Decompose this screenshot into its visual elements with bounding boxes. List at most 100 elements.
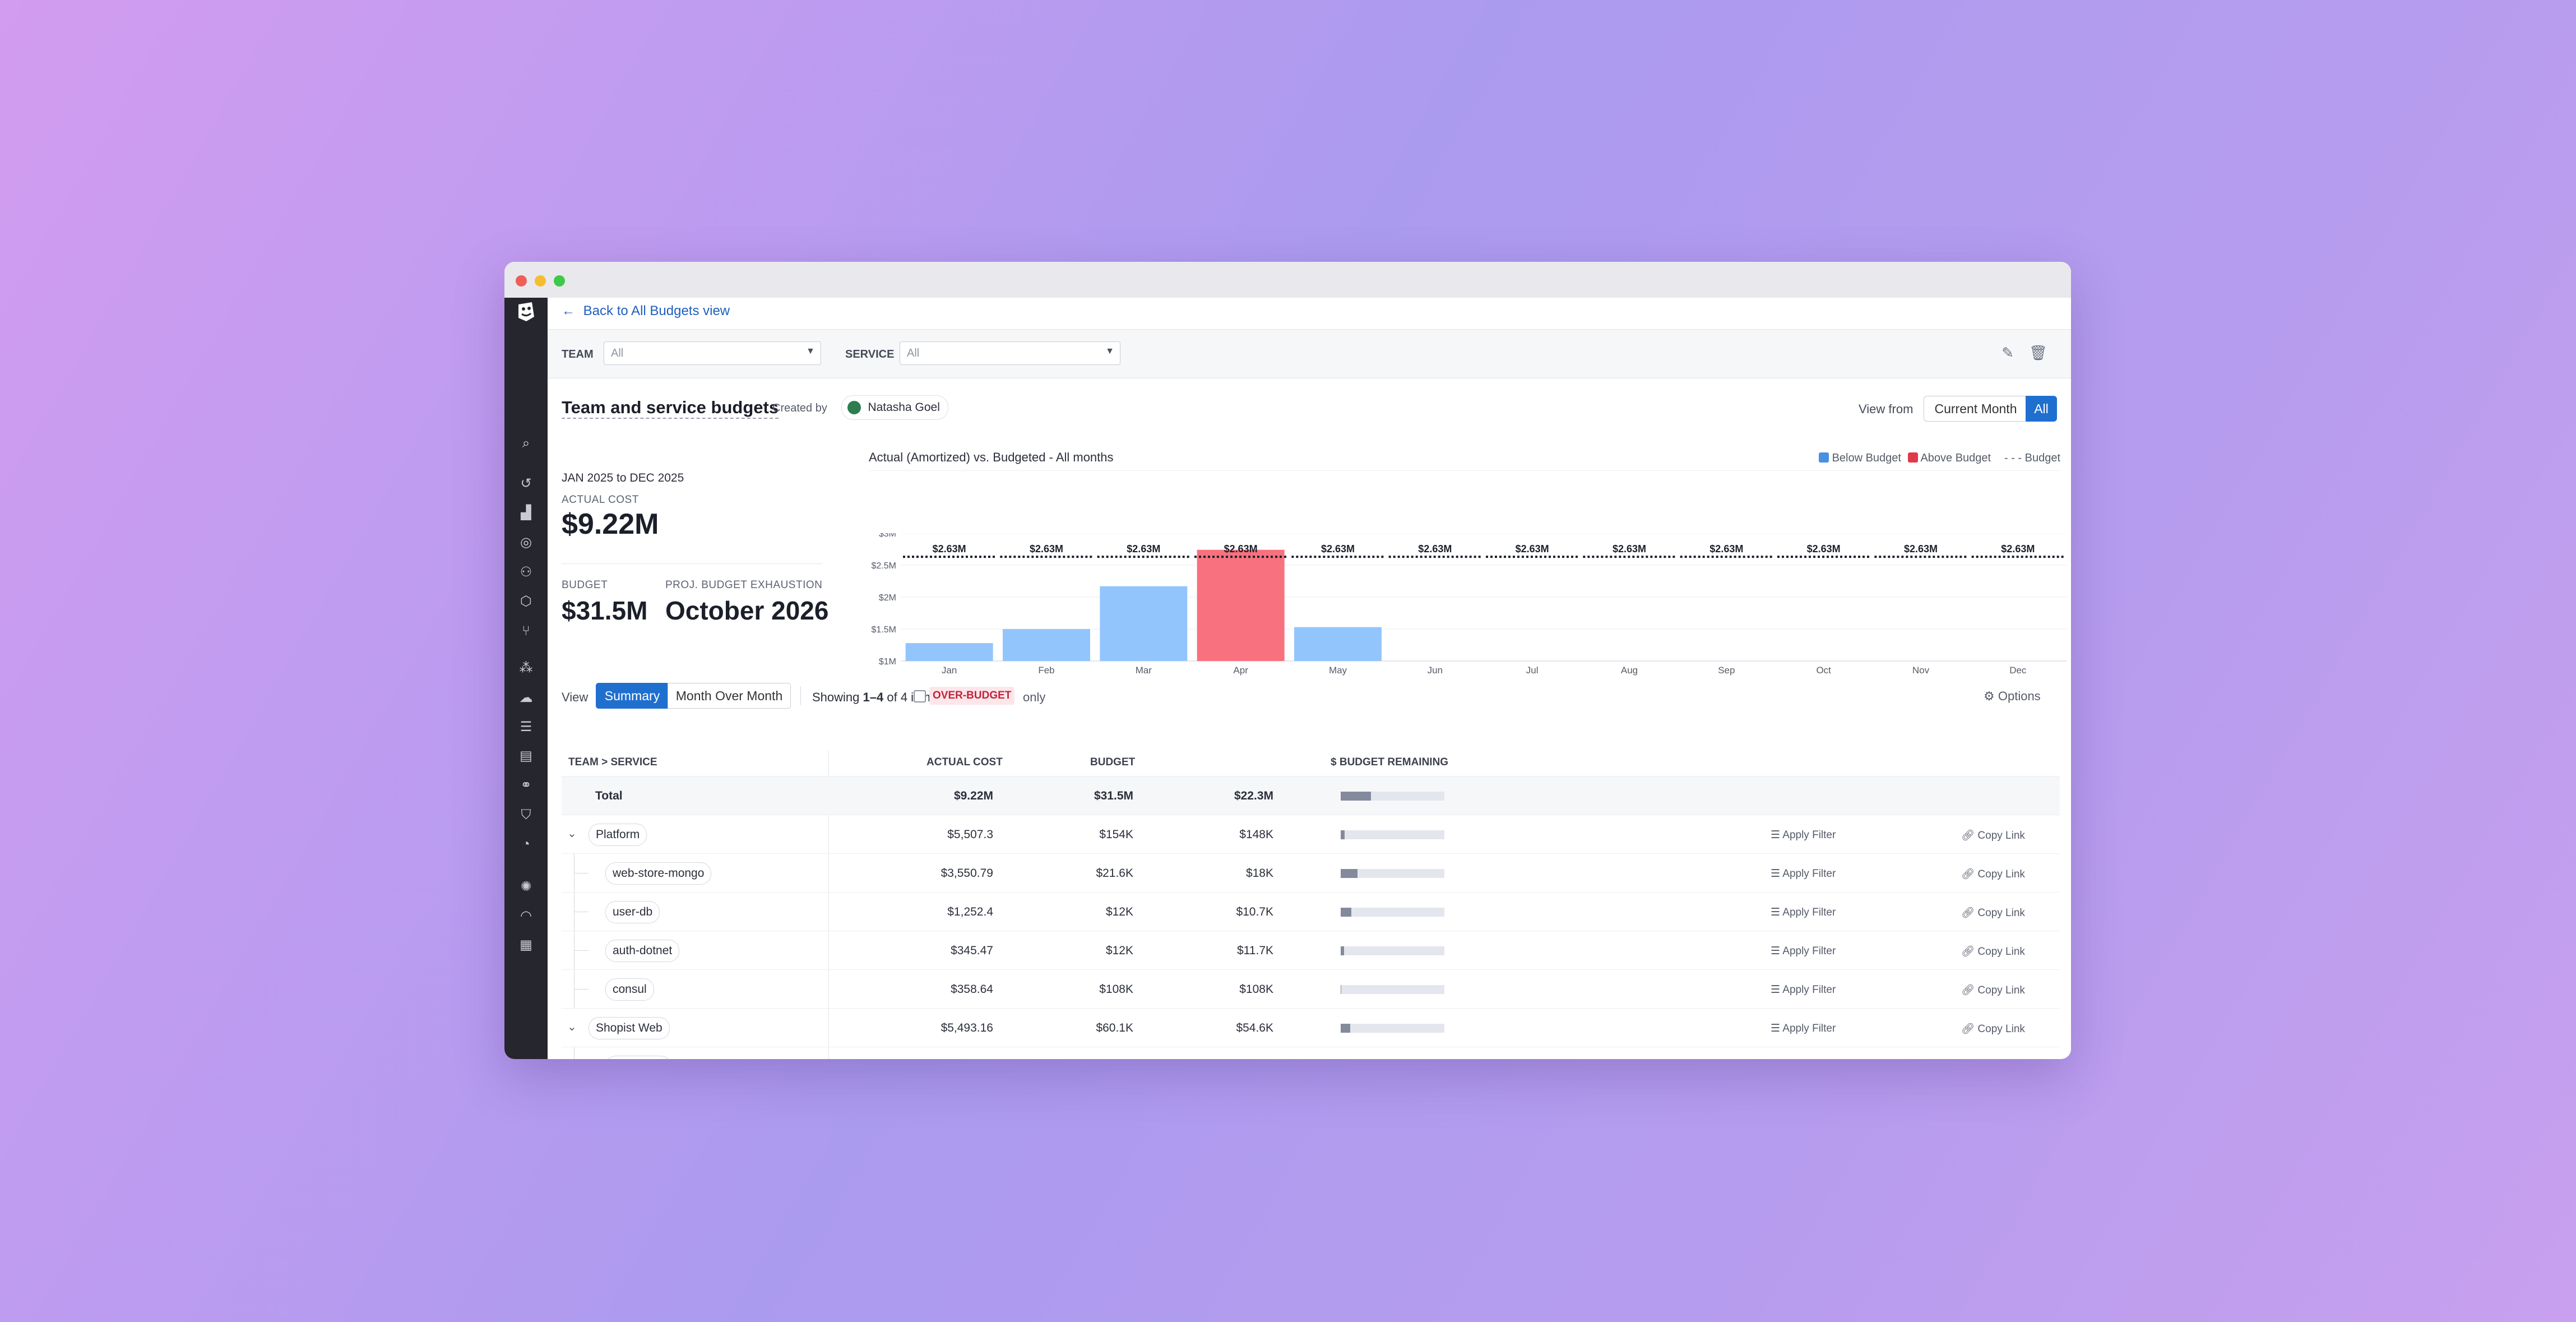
- tab-summary[interactable]: Summary: [596, 683, 669, 709]
- team-name[interactable]: Platform: [589, 824, 647, 846]
- apply-filter-button[interactable]: ☰ Apply Filter: [1771, 945, 1836, 958]
- table-row-team[interactable]: ⌄ Platform $5,507.3 $154K $148K ☰ Apply Filte…: [562, 815, 2060, 854]
- service-select-value: All: [907, 347, 920, 359]
- service-name[interactable]: auth-dotnet: [605, 940, 680, 962]
- close-window-button[interactable]: [516, 275, 527, 286]
- apm-icon[interactable]: ⁂: [519, 660, 533, 676]
- history-icon[interactable]: ↺: [520, 476, 532, 491]
- team-select[interactable]: All ▼: [604, 341, 821, 365]
- budget-usage-fill: [1341, 869, 1358, 878]
- tab-month-over-month[interactable]: Month Over Month: [668, 683, 791, 709]
- overbudget-checkbox[interactable]: [914, 690, 926, 702]
- actual-cost-cell: $358.64: [951, 983, 993, 996]
- apply-filter-button[interactable]: ☰ Apply Filter: [1771, 867, 1836, 880]
- logo-icon[interactable]: [515, 300, 536, 323]
- apply-filter-label: Apply Filter: [1782, 1023, 1836, 1034]
- apply-filter-label: Apply Filter: [1782, 907, 1836, 918]
- x-tick-label: Jun: [1428, 665, 1443, 676]
- page-title[interactable]: Team and service budgets: [562, 397, 779, 419]
- filter-icon: ☰: [1771, 945, 1781, 957]
- watchdog-icon[interactable]: ⚇: [520, 565, 532, 580]
- reports-icon[interactable]: ▦: [520, 937, 532, 953]
- column-header-budget[interactable]: BUDGET: [1090, 756, 1136, 768]
- table-row-service[interactable]: web-store-mongo $3,550.79 $21.6K $18K ☰ Appl…: [562, 853, 2060, 893]
- network-icon[interactable]: ⚭: [520, 778, 532, 793]
- options-button[interactable]: ⚙ Options: [1984, 689, 2041, 704]
- performance-icon[interactable]: ◠: [520, 908, 532, 923]
- delete-icon[interactable]: 🗑: [2028, 344, 2047, 361]
- service-filter-label: SERVICE: [845, 348, 895, 360]
- table-row-service[interactable]: auth-dotnet $345.47 $12K $11.7K ☰ Apply Filt…: [562, 931, 2060, 970]
- synthetics-icon[interactable]: ◔: [522, 836, 530, 852]
- cloud-cost-icon[interactable]: ☁: [519, 690, 533, 705]
- column-header-team-service[interactable]: TEAM > SERVICE: [568, 756, 657, 768]
- creator-chip[interactable]: Natasha Goel: [841, 395, 948, 420]
- table-row-service[interactable]: consul $358.64 $108K $108K ☰ Apply Filter 🔗︎ …: [562, 969, 2060, 1009]
- x-tick-label: May: [1329, 665, 1347, 676]
- link-icon: 🔗︎: [1961, 1023, 1975, 1035]
- apply-filter-button[interactable]: ☰ Apply Filter: [1771, 829, 1836, 842]
- search-icon[interactable]: ⌕: [522, 436, 530, 451]
- filter-icon: ☰: [1771, 829, 1781, 841]
- budget-value-label: $2.63M: [1224, 543, 1258, 554]
- monitors-icon[interactable]: ◎: [520, 535, 532, 550]
- apply-filter-button[interactable]: ☰ Apply Filter: [1771, 1022, 1836, 1035]
- copy-link-button[interactable]: 🔗︎ Copy Link: [1961, 906, 2025, 919]
- copy-link-button[interactable]: 🔗︎ Copy Link: [1961, 983, 2025, 997]
- total-actual: $9.22M: [953, 789, 993, 802]
- table-row-service[interactable]: web-store$5,493.1$48K$42.5K☰ Apply Filte…: [562, 1047, 2060, 1059]
- service-name[interactable]: web-store: [605, 1056, 672, 1059]
- apply-filter-button[interactable]: ☰ Apply Filter: [1771, 983, 1836, 996]
- bar-may: [1294, 627, 1382, 661]
- view-current-month-button[interactable]: Current Month: [1924, 396, 2028, 422]
- remaining-cell: $108K: [1239, 983, 1273, 996]
- infrastructure-icon[interactable]: ⬡: [520, 594, 532, 609]
- created-by-label: Created by: [772, 402, 827, 414]
- copy-link-label: Copy Link: [1977, 1023, 2025, 1035]
- maximize-window-button[interactable]: [554, 275, 565, 286]
- back-link[interactable]: ← Back to All Budgets view: [562, 303, 730, 319]
- bug-icon[interactable]: ✺: [520, 879, 532, 894]
- y-tick-label: $1M: [879, 657, 896, 667]
- only-label: only: [1023, 690, 1046, 704]
- y-tick-label: $3M: [879, 533, 896, 539]
- minimize-window-button[interactable]: [535, 275, 546, 286]
- chevron-down-icon[interactable]: ⌄: [567, 828, 577, 840]
- showing-prefix: Showing: [812, 690, 860, 704]
- service-select[interactable]: All ▼: [900, 341, 1120, 365]
- tree-line: [574, 950, 589, 951]
- copy-link-button[interactable]: 🔗︎ Copy Link: [1961, 829, 2025, 842]
- edit-icon[interactable]: ✎: [2002, 344, 2014, 361]
- budget-cell: $12K: [1105, 944, 1133, 957]
- sidebar: ⌕ ↺ ▟ ◎ ⚇ ⬡ ⑂ ⁂ ☁ ☰ ▤ ⚭ ⛉ ◔ ✺ ◠ ▦ ✚: [504, 298, 548, 1059]
- chevron-down-icon[interactable]: ⌄: [567, 1021, 577, 1033]
- view-all-button[interactable]: All: [2026, 396, 2057, 422]
- table-row-service[interactable]: user-db $1,252.4 $12K $10.7K ☰ Apply Filter 🔗…: [562, 892, 2060, 931]
- copy-link-button[interactable]: 🔗︎ Copy Link: [1961, 945, 2025, 958]
- integrations-icon[interactable]: ⑂: [522, 623, 530, 639]
- table-row-team[interactable]: ⌄ Shopist Web $5,493.16 $60.1K $54.6K ☰ Apply…: [562, 1008, 2060, 1047]
- filter-icon: ☰: [1771, 1023, 1781, 1034]
- actual-cost-cell: $5,507.3: [947, 828, 993, 841]
- notebooks-icon[interactable]: ▤: [520, 748, 532, 764]
- service-name[interactable]: consul: [605, 978, 654, 1001]
- actual-cost-cell: $1,252.4: [947, 905, 993, 918]
- security-icon[interactable]: ⛉: [521, 807, 531, 822]
- legend-budget: - - - Budget: [2004, 452, 2060, 465]
- copy-link-button[interactable]: 🔗︎ Copy Link: [1961, 867, 2025, 881]
- copy-link-button[interactable]: 🔗︎ Copy Link: [1961, 1022, 2025, 1036]
- date-range: JAN 2025 to DEC 2025: [562, 472, 684, 484]
- column-header-budget-remaining[interactable]: $ BUDGET REMAINING: [1331, 756, 1449, 768]
- logs-icon[interactable]: ☰: [520, 719, 532, 734]
- avatar: [847, 401, 861, 415]
- service-name[interactable]: web-store-mongo: [605, 862, 712, 885]
- filter-bar: TEAM All ▼ SERVICE All ▼ ✎ 🗑: [548, 329, 2071, 378]
- dashboards-icon[interactable]: ▟: [521, 505, 531, 520]
- service-name[interactable]: user-db: [605, 901, 660, 923]
- apply-filter-button[interactable]: ☰ Apply Filter: [1771, 906, 1836, 919]
- budget-value-label: $2.63M: [933, 543, 966, 554]
- column-header-actual-cost[interactable]: ACTUAL COST: [926, 756, 1003, 768]
- creator-name: Natasha Goel: [868, 401, 940, 414]
- team-name[interactable]: Shopist Web: [589, 1017, 670, 1039]
- budget-usage-fill: [1341, 1024, 1350, 1033]
